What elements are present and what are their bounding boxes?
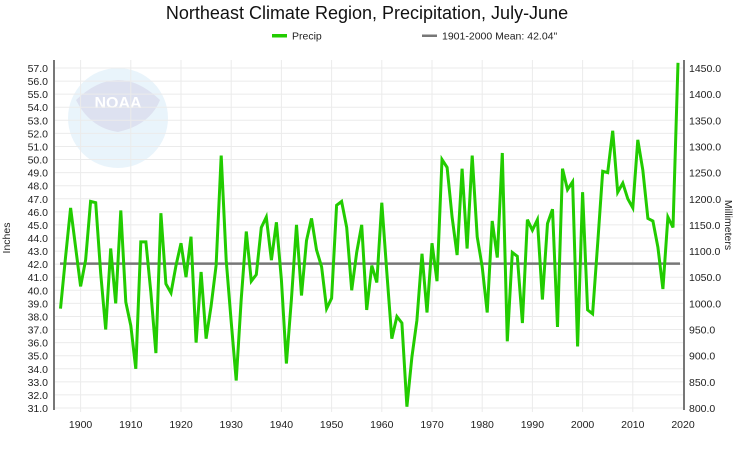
y-tick-label-left: 54.0: [28, 102, 49, 114]
y-tick-label-left: 41.0: [28, 272, 49, 284]
y-tick-label-right: 850.0: [689, 377, 715, 389]
y-tick-label-left: 51.0: [28, 141, 49, 153]
y-tick-label-right: 1400.0: [689, 89, 721, 101]
x-tick-label: 2000: [571, 419, 595, 431]
x-tick-label: 2020: [671, 419, 695, 431]
y-tick-label-left: 53.0: [28, 115, 49, 127]
y-tick-label-left: 43.0: [28, 246, 49, 258]
y-tick-label-right: 950.0: [689, 325, 715, 337]
y-tick-label-right: 1050.0: [689, 272, 721, 284]
x-tick-label: 1930: [220, 419, 244, 431]
x-tick-label: 1980: [471, 419, 495, 431]
x-tick-label: 1990: [521, 419, 545, 431]
x-tick-label: 1910: [119, 419, 143, 431]
x-tick-label: 1940: [270, 419, 294, 431]
y-tick-label-left: 50.0: [28, 155, 49, 167]
y-tick-label-right: 900.0: [689, 351, 715, 363]
y-tick-label-right: 1350.0: [689, 115, 721, 127]
y-tick-label-left: 48.0: [28, 181, 49, 193]
legend-label-precip: Precip: [292, 31, 322, 43]
y-tick-label-right: 1000.0: [689, 298, 721, 310]
y-tick-label-left: 57.0: [28, 63, 49, 75]
precip-line: [59, 62, 680, 407]
y-tick-label-left: 45.0: [28, 220, 49, 232]
y-tick-label-left: 52.0: [28, 128, 49, 140]
x-tick-label: 1900: [69, 419, 93, 431]
legend-swatch-precip: [272, 34, 287, 38]
y-tick-label-right: 1450.0: [689, 63, 721, 75]
legend: Precip 1901-2000 Mean: 42.04": [272, 31, 558, 43]
x-tick-label: 2010: [621, 419, 645, 431]
y-tick-label-left: 46.0: [28, 207, 49, 219]
y-tick-label-right: 1150.0: [689, 220, 720, 232]
y-tick-label-left: 47.0: [28, 194, 49, 206]
y-tick-label-left: 36.0: [28, 338, 49, 350]
y-tick-label-left: 33.0: [28, 377, 49, 389]
chart-title: Northeast Climate Region, Precipitation,…: [166, 3, 568, 23]
x-tick-label: 1970: [420, 419, 444, 431]
y-tick-label-left: 31.0: [28, 403, 49, 415]
y-tick-label-left: 34.0: [28, 364, 49, 376]
y-tick-label-left: 56.0: [28, 76, 49, 88]
series-layer: [59, 62, 680, 407]
legend-label-mean: 1901-2000 Mean: 42.04": [442, 31, 558, 43]
legend-swatch-mean: [422, 34, 437, 37]
y-tick-label-right: 1300.0: [689, 141, 721, 153]
x-tick-label: 1950: [320, 419, 344, 431]
y-axis-title-right: Millimeters: [722, 200, 734, 250]
y-tick-label-left: 38.0: [28, 311, 49, 323]
y-tick-label-right: 1250.0: [689, 168, 721, 180]
y-tick-label-right: 1200.0: [689, 194, 721, 206]
y-axis-title-left: Inches: [1, 223, 13, 254]
y-tick-label-right: 800.0: [689, 403, 715, 415]
noaa-watermark: NOAA: [68, 68, 168, 168]
y-tick-label-left: 35.0: [28, 351, 49, 363]
y-tick-label-left: 42.0: [28, 259, 49, 271]
y-tick-label-left: 37.0: [28, 325, 49, 337]
axes: 31.032.033.034.035.036.037.0 38.039.040.0…: [28, 60, 721, 431]
y-tick-label-left: 55.0: [28, 89, 49, 101]
x-tick-label: 1920: [169, 419, 193, 431]
y-tick-label-left: 39.0: [28, 298, 49, 310]
y-tick-label-right: 1100.0: [689, 246, 720, 258]
y-tick-label-left: 32.0: [28, 390, 49, 402]
y-tick-label-left: 40.0: [28, 285, 49, 297]
noaa-watermark-text: NOAA: [94, 95, 142, 112]
y-tick-label-left: 49.0: [28, 168, 49, 180]
y-tick-label-left: 44.0: [28, 233, 49, 245]
x-tick-label: 1960: [370, 419, 394, 431]
